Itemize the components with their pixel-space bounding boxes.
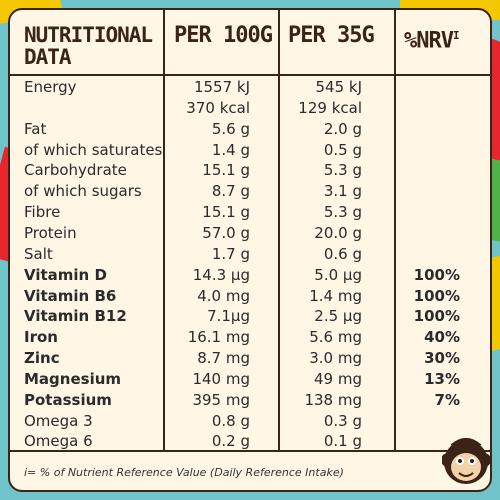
nutrient-label: Fat: [24, 119, 47, 138]
value-per-35g: 2.5 µg: [314, 307, 362, 326]
monkey-face-icon: [442, 438, 490, 484]
column-divider: [394, 10, 396, 450]
nutrition-table: NUTRITIONAL DATA PER 100G PER 35G %NRVi …: [8, 8, 492, 492]
value-per-100g: 7.1µg: [207, 307, 250, 326]
table-row: Vitamin D 14.3 µg 5.0 µg 100%: [10, 265, 490, 286]
nutrient-label: of which sugars: [24, 182, 142, 201]
table-row: Fat 5.6 g 2.0 g: [10, 119, 490, 140]
nutrient-label: Zinc: [24, 349, 60, 368]
nutrient-label: Vitamin B6: [24, 286, 117, 305]
value-per-35g: 2.0 g: [323, 119, 362, 138]
value-per-100g: 1.7 g: [211, 244, 250, 263]
value-nrv: 100%: [413, 265, 460, 284]
table-row: Vitamin B6 4.0 mg 1.4 mg 100%: [10, 286, 490, 307]
table-row: Vitamin B12 7.1µg 2.5 µg 100%: [10, 307, 490, 327]
value-per-35g: 138 mg: [304, 390, 362, 409]
value-per-100g: 15.1 g: [202, 203, 250, 222]
nutrient-label: Energy: [24, 78, 77, 96]
value-per-100g: 15.1 g: [202, 161, 250, 180]
footnote: i= % of Nutrient Reference Value (Daily …: [24, 466, 344, 479]
table-row: Protein 57.0 g 20.0 g: [10, 223, 490, 244]
nutrient-label: Salt: [24, 244, 53, 263]
value-per-100g: 4.0 mg: [197, 286, 250, 305]
nutrient-label: Fibre: [24, 203, 61, 222]
value-per-35g: 3.1 g: [323, 182, 362, 201]
table-row: Magnesium 140 mg 49 mg 13%: [10, 369, 490, 390]
value-per-35g: 0.6 g: [323, 244, 362, 263]
column-header-per-100g: PER 100G: [174, 23, 273, 48]
value-nrv: 100%: [413, 307, 460, 326]
table-row: Potassium 395 mg 138 mg 7%: [10, 390, 490, 411]
nutrient-label: Iron: [24, 328, 58, 347]
value-nrv: 100%: [413, 286, 460, 305]
value-per-100g: 0.2 g: [211, 432, 250, 451]
value-per-100g: 14.3 µg: [192, 265, 250, 284]
table-row: Salt 1.7 g 0.6 g: [10, 244, 490, 265]
column-divider: [278, 10, 280, 450]
value-per-35g: 1.4 mg: [309, 286, 362, 305]
value-per-35g: 3.0 mg: [309, 349, 362, 368]
table-row: of which saturates 1.4 g 0.5 g: [10, 140, 490, 161]
value-per-35g: 0.1 g: [323, 432, 362, 451]
value-per-100g: 1.4 g: [211, 140, 250, 159]
nutrient-label: Vitamin B12: [24, 307, 127, 326]
value-per-100g: 8.7 g: [211, 182, 250, 201]
value-per-35g: 49 mg: [314, 369, 362, 388]
value-per-100g: 1557 kJ: [193, 78, 250, 96]
value-per-35g: 5.3 g: [323, 203, 362, 222]
table-row: of which sugars 8.7 g 3.1 g: [10, 182, 490, 202]
table-row: 370 kcal 129 kcal: [10, 98, 490, 119]
value-per-35g: 0.5 g: [323, 140, 362, 159]
nutrient-label: Vitamin D: [24, 265, 107, 284]
nrv-header-text: %NRV: [404, 28, 454, 54]
value-nrv: 7%: [434, 390, 460, 409]
value-nrv: 40%: [424, 328, 460, 347]
nutrient-label: Magnesium: [24, 369, 122, 388]
table-row: Zinc 8.7 mg 3.0 mg 30%: [10, 349, 490, 369]
nutrient-label: Omega 3: [24, 411, 93, 430]
value-per-35g: 129 kcal: [298, 98, 362, 117]
value-per-100g: 57.0 g: [202, 223, 250, 242]
table-row: Energy 1557 kJ 545 kJ: [10, 78, 490, 98]
header-divider: [10, 74, 490, 76]
nutrient-label: Omega 6: [24, 432, 93, 451]
table-title: NUTRITIONAL DATA: [24, 23, 153, 69]
value-per-100g: 5.6 g: [211, 119, 250, 138]
table-row: Iron 16.1 mg 5.6 mg 40%: [10, 328, 490, 348]
value-per-100g: 140 mg: [192, 369, 250, 388]
nutrient-label: Potassium: [24, 390, 112, 409]
value-per-100g: 0.8 g: [211, 411, 250, 430]
value-per-35g: 5.3 g: [323, 161, 362, 180]
table-row: Omega 3 0.8 g 0.3 g: [10, 411, 490, 432]
footer-divider: [10, 450, 490, 452]
value-per-35g: 20.0 g: [314, 223, 362, 242]
nutrient-label: Carbohydrate: [24, 161, 127, 180]
value-per-100g: 395 mg: [192, 390, 250, 409]
column-divider: [163, 10, 165, 450]
value-per-100g: 16.1 mg: [187, 328, 250, 347]
value-per-35g: 5.6 mg: [309, 328, 362, 347]
nutrient-label: Protein: [24, 223, 77, 242]
column-header-per-35g: PER 35G: [288, 23, 375, 48]
column-header-nrv: %NRVi: [404, 24, 460, 54]
table-row: Fibre 15.1 g 5.3 g: [10, 203, 490, 223]
value-per-35g: 0.3 g: [323, 411, 362, 430]
nrv-header-sup: i: [452, 29, 460, 42]
value-per-35g: 545 kJ: [315, 78, 362, 96]
value-per-100g: 8.7 mg: [197, 349, 250, 368]
value-nrv: 30%: [424, 349, 460, 368]
value-per-100g: 370 kcal: [186, 98, 250, 117]
table-row: Carbohydrate 15.1 g 5.3 g: [10, 161, 490, 181]
value-per-35g: 5.0 µg: [314, 265, 362, 284]
table-row: Omega 6 0.2 g 0.1 g: [10, 432, 490, 452]
nutrient-label: of which saturates: [24, 140, 163, 159]
value-nrv: 13%: [424, 369, 460, 388]
